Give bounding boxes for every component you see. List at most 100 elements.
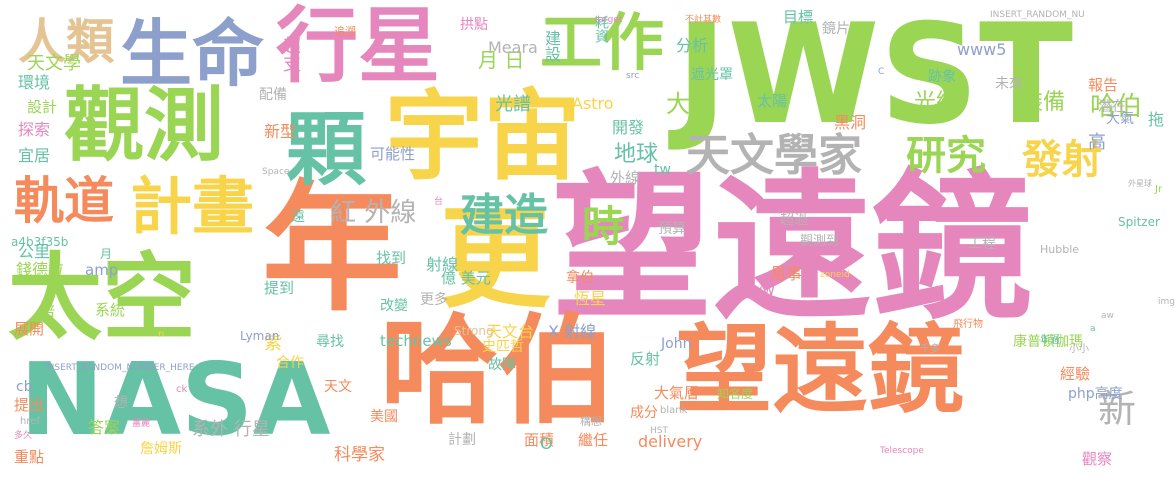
word-cloud-word: 太空 (8, 244, 197, 353)
word-cloud-word: INSERT_RANDOM_NUMBER_HERE (45, 363, 195, 373)
word-cloud-word: 行星 (276, 0, 441, 94)
word-cloud-word: 想 (114, 395, 128, 411)
word-cloud-word: 紫 (264, 333, 282, 354)
word-cloud-word: 詹姆斯 (140, 441, 182, 457)
word-cloud-word: Jr (1155, 184, 1163, 195)
word-cloud-word: 光譜 (495, 94, 531, 115)
word-cloud-word: 研究 (906, 133, 986, 179)
word-cloud-word: blank (660, 405, 688, 416)
word-cloud-word: 台 (432, 196, 442, 205)
word-cloud-word: 更多 (420, 292, 448, 308)
word-cloud-word: src (626, 71, 640, 81)
word-cloud-word: 系統 (95, 301, 126, 319)
word-cloud-word: JWST (676, 0, 1074, 155)
word-cloud-word: target (595, 15, 623, 25)
word-cloud-word: 反射 (630, 350, 661, 368)
word-cloud-word: 目標 (783, 8, 814, 26)
word-cloud-word: tw (654, 162, 671, 178)
word-cloud-word: 提出 (14, 396, 45, 414)
word-cloud-word: 合作 (276, 355, 304, 371)
word-cloud-word: 經驗 (1060, 365, 1091, 383)
word-cloud-word: 開發 (612, 118, 645, 137)
word-cloud-word: 可能性 (370, 145, 416, 163)
word-cloud-word: aw (1101, 311, 1114, 321)
word-cloud-word: 超過 (780, 212, 808, 228)
word-cloud-word: Spitzer (1118, 215, 1160, 229)
word-cloud-word: 軌道 (14, 172, 114, 230)
word-cloud-word: 工程 (968, 236, 996, 252)
word-cloud-word: 美國 (370, 409, 398, 425)
word-cloud-word: 觀測 (64, 79, 224, 172)
word-cloud-word: 望遠鏡 (676, 314, 964, 426)
word-cloud-word: a4b3f35b (11, 235, 69, 249)
word-cloud-word: Hubble (1040, 243, 1080, 256)
word-cloud-word: php高度 (1068, 386, 1123, 402)
word-cloud-word: 天文學家 (686, 130, 862, 181)
word-cloud-word: 追溯 (334, 25, 356, 38)
word-cloud-word: 工作 (540, 6, 665, 79)
word-cloud-word: 構想 (580, 415, 602, 428)
word-cloud-word: 潛在 (1098, 99, 1126, 115)
word-cloud-word: 裝備 (1021, 90, 1066, 115)
word-cloud-word: 建設 (542, 30, 561, 62)
word-cloud-word: 觀測到 (800, 234, 840, 249)
word-cloud-word: O (540, 434, 553, 453)
word-cloud-word: www5 (957, 40, 1007, 59)
word-cloud-word: 未來 (995, 76, 1023, 92)
word-cloud-word: 答案 (88, 418, 121, 437)
word-cloud-word: John (661, 336, 692, 352)
word-cloud-word: 鏡片 (822, 21, 850, 37)
word-cloud-word: 環境 (18, 73, 51, 92)
word-cloud-word: delivery (638, 432, 703, 451)
word-cloud-word: 康普頓伽瑪 (1013, 334, 1083, 350)
word-cloud-word: Astro (572, 94, 614, 113)
word-cloud-word: img (1158, 297, 1175, 307)
word-cloud-word: 面積 (524, 431, 555, 449)
word-cloud-word: 黑洞 (834, 113, 867, 132)
word-cloud-word: 計劃 (448, 432, 476, 448)
word-cloud-word: X 射線 (548, 322, 597, 341)
word-cloud-word: 分析 (676, 36, 709, 55)
word-cloud-word: 耗資 (593, 15, 609, 43)
word-cloud-word: 成分 (630, 405, 658, 421)
word-cloud-word: 知名度 (717, 387, 754, 401)
word-cloud-word: 光線 (914, 90, 959, 115)
word-cloud-word: 超支 (280, 36, 301, 72)
word-cloud-word: 系外 行星 (192, 419, 270, 440)
word-cloud-word: NASA (20, 341, 331, 458)
word-cloud-word: 太陽 (757, 92, 788, 110)
word-cloud-word: 天文 (324, 379, 352, 395)
word-cloud-word: 拖 (1148, 110, 1165, 129)
word-cloud-word: 大型 (666, 90, 714, 118)
word-cloud-word: 探索 (18, 120, 51, 139)
word-cloud-word: 科學家 (334, 445, 385, 465)
word-cloud-word: Meara (488, 38, 538, 57)
word-cloud-word: 不計其數 (685, 15, 722, 25)
word-cloud-word: zoneid (820, 270, 850, 280)
word-cloud-word: 大氣 (1106, 111, 1134, 127)
word-cloud-word: 找到 (376, 249, 407, 267)
word-cloud-word: 遮光罩 (691, 67, 733, 83)
word-cloud-word: 大氣層 (654, 384, 700, 402)
word-cloud-word: 外線 (610, 169, 641, 187)
word-cloud-word: 跡象 (928, 69, 956, 85)
word-cloud-word: HST (650, 426, 668, 436)
word-cloud-word: 地球 (614, 142, 659, 167)
word-cloud-word: 哈伯 (380, 302, 617, 440)
word-cloud-word: 飛行物 (953, 319, 983, 330)
word-cloud-word: Lyman (240, 329, 280, 343)
word-cloud-word: 時 (582, 202, 625, 251)
word-cloud-word: cb (16, 379, 33, 395)
word-cloud-word: 更 (440, 195, 550, 323)
word-cloud-word: C (878, 67, 885, 77)
word-cloud-word: 發射 (1022, 137, 1102, 183)
word-cloud-word: 錢德拉 (16, 260, 65, 279)
word-cloud-word: 天文台 (486, 322, 535, 341)
word-cloud-word: 薑麗 (132, 419, 151, 429)
word-cloud-word: 提到 (264, 279, 295, 297)
word-cloud-word: 重點 (14, 448, 45, 466)
word-cloud-word: 新型 (264, 122, 297, 141)
word-cloud-word: 億 美元 (441, 269, 491, 287)
word-cloud-word: 年過 (1040, 335, 1060, 346)
word-cloud-word: amp (85, 261, 119, 279)
